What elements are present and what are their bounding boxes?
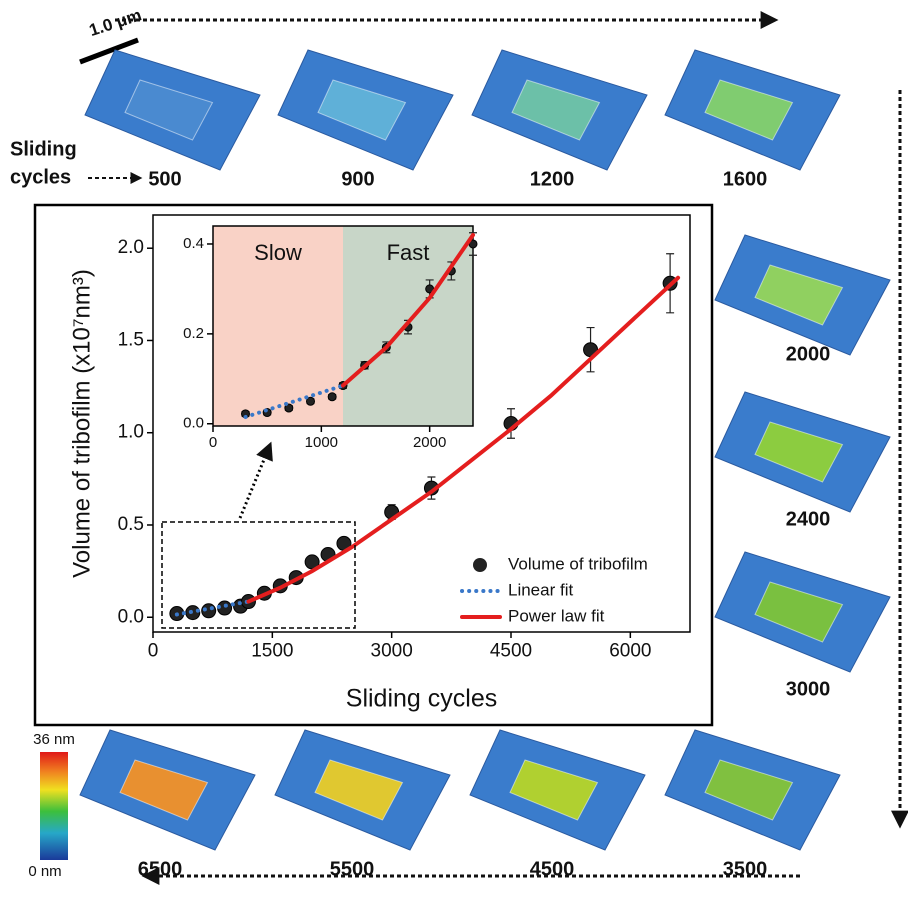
afm-tile: [664, 729, 841, 851]
x-tick-label: 1000: [305, 434, 338, 451]
region-label: Slow: [254, 240, 302, 265]
tile-label: 6500: [138, 858, 183, 880]
afm-tile: [714, 551, 891, 673]
y-tick-label: 1.0: [118, 422, 144, 443]
tile-label: 5500: [330, 858, 375, 880]
start-label: Sliding: [10, 138, 77, 160]
afm-film: [754, 581, 844, 643]
afm-film: [509, 759, 599, 821]
afm-film: [314, 759, 404, 821]
afm-tile: [471, 49, 648, 171]
tile-label: 1200: [530, 168, 575, 190]
y-tick-label: 0.0: [118, 606, 144, 627]
afm-tile: [84, 49, 261, 171]
fit-line: [174, 599, 251, 617]
afm-film: [511, 79, 601, 141]
x-tick-label: 0: [209, 434, 217, 451]
x-tick-label: 0: [148, 640, 159, 661]
y-axis-label: Volume of tribofilm (x10⁷nm³): [68, 269, 95, 578]
data-point: [306, 396, 315, 406]
scale-label: 1.0 μm: [87, 5, 144, 40]
afm-film: [124, 79, 214, 141]
scale-bar: [79, 37, 139, 65]
afm-film: [704, 759, 794, 821]
afm-tile: [714, 234, 891, 356]
fit-line: [243, 383, 345, 420]
x-tick-label: 4500: [490, 640, 532, 661]
x-axis-label: Sliding cycles: [346, 685, 497, 713]
afm-tile: [469, 729, 646, 851]
afm-film: [754, 264, 844, 326]
legend-label: Power law fit: [508, 606, 605, 625]
legend-label: Linear fit: [508, 580, 573, 599]
y-tick-label: 0.4: [183, 235, 204, 252]
colorbar-max: 36 nm: [33, 731, 75, 748]
x-tick-label: 3000: [371, 640, 413, 661]
zoom-box: [161, 521, 356, 629]
x-tick-label: 6000: [609, 640, 651, 661]
fit-line: [246, 275, 681, 604]
tile-label: 4500: [530, 858, 575, 880]
plot-frame: [212, 225, 474, 427]
region-label: Fast: [387, 240, 430, 265]
afm-tile: [277, 49, 454, 171]
afm-tile: [274, 729, 451, 851]
data-point: [284, 403, 294, 413]
y-tick-label: 0.0: [183, 415, 204, 432]
y-tick-label: 1.5: [118, 329, 144, 350]
y-tick-label: 2.0: [118, 237, 144, 258]
afm-film: [317, 79, 407, 141]
chart-frame: [33, 203, 714, 727]
afm-film: [704, 79, 794, 141]
tile-label: 900: [341, 168, 374, 190]
afm-film: [754, 421, 844, 483]
start-label: cycles: [10, 166, 71, 188]
afm-tile: [79, 729, 256, 851]
afm-tile: [664, 49, 841, 171]
data-point: [327, 392, 337, 402]
y-tick-label: 0.2: [183, 325, 204, 342]
arrows: [88, 11, 908, 885]
legend-marker: [473, 558, 487, 572]
tile-label: 500: [148, 168, 181, 190]
colorbar-min: 0 nm: [28, 863, 61, 880]
tile-label: 3000: [786, 678, 831, 700]
tile-label: 1600: [723, 168, 768, 190]
colorbar: [40, 752, 68, 860]
legend-label: Volume of tribofilm: [508, 554, 648, 573]
y-tick-label: 0.5: [118, 514, 144, 535]
plot-frame: [152, 214, 691, 633]
fit-line: [341, 232, 475, 388]
tile-label: 2000: [786, 343, 831, 365]
tile-label: 3500: [723, 858, 768, 880]
afm-tile: [714, 391, 891, 513]
tile-label: 2400: [786, 508, 831, 530]
x-tick-label: 1500: [251, 640, 293, 661]
x-tick-label: 2000: [413, 434, 446, 451]
afm-film: [119, 759, 209, 821]
zoom-arrow: [238, 441, 273, 519]
